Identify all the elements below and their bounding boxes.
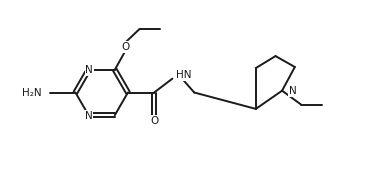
Text: O: O xyxy=(121,42,129,52)
Text: N: N xyxy=(85,111,92,121)
Text: O: O xyxy=(150,116,158,126)
Text: N: N xyxy=(85,65,93,75)
Text: N: N xyxy=(289,86,296,96)
Text: HN: HN xyxy=(176,70,191,80)
Text: H₂N: H₂N xyxy=(22,88,42,97)
